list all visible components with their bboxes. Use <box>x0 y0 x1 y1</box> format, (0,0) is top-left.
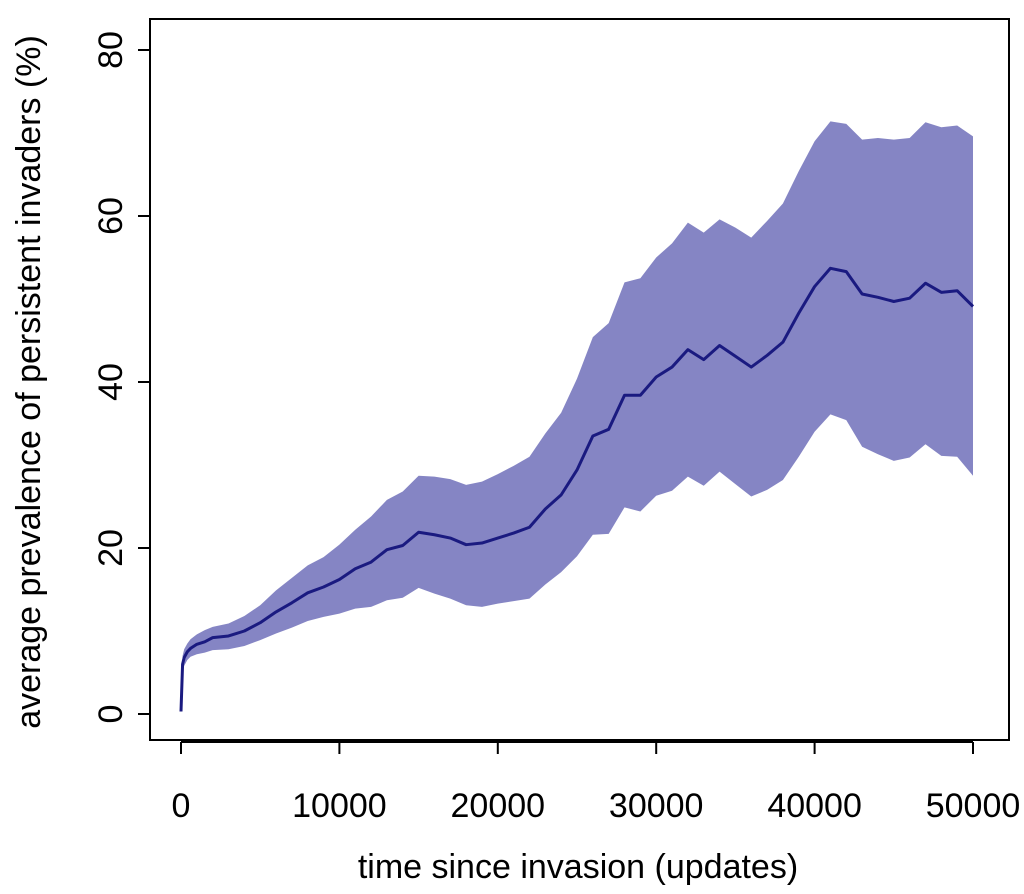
x-axis: 0 10000 20000 30000 40000 50000 <box>172 741 1021 825</box>
x-tick-label: 0 <box>172 787 191 825</box>
y-tick-label: 40 <box>92 363 130 401</box>
x-tick-label: 20000 <box>451 787 546 825</box>
y-tick-label: 80 <box>92 31 130 69</box>
y-axis: 0 20 40 60 80 <box>92 31 151 724</box>
x-tick-label: 40000 <box>767 787 862 825</box>
x-axis-title: time since invasion (updates) <box>358 848 798 886</box>
x-tick-label: 50000 <box>926 787 1021 825</box>
y-tick-label: 60 <box>92 197 130 235</box>
y-tick-label: 0 <box>92 705 130 724</box>
confidence-band <box>181 121 973 712</box>
y-tick-label: 20 <box>92 529 130 567</box>
y-axis-title: average prevalence of persistent invader… <box>10 35 48 729</box>
mean-line <box>179 266 975 712</box>
x-tick-label: 10000 <box>292 787 387 825</box>
x-tick-label: 30000 <box>609 787 704 825</box>
plot-area <box>179 121 975 712</box>
